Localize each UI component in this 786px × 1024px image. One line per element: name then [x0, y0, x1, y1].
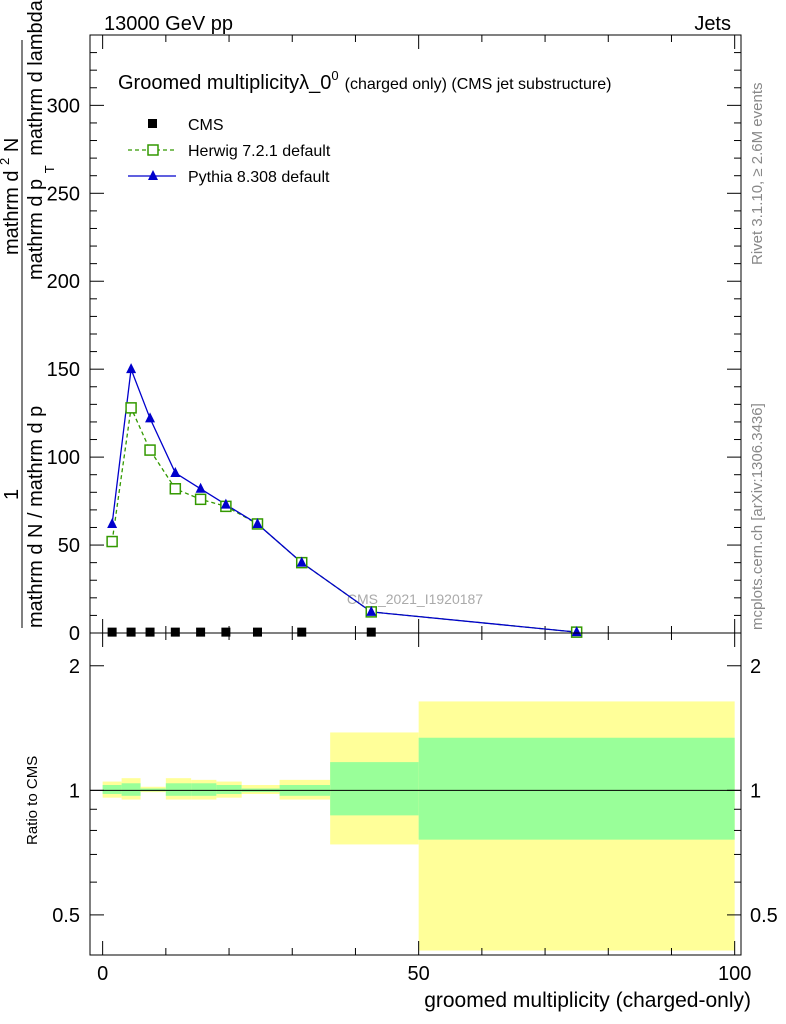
legend-cms-marker — [148, 119, 157, 128]
ylabel-sub: T — [42, 165, 57, 173]
main-y-tick-label: 0 — [69, 623, 80, 645]
ylabel-denominator: mathrm d N / mathrm d p — [25, 406, 47, 628]
herwig-data-point — [194, 493, 207, 506]
mcplots-label: mcplots.cern.ch [arXiv:1306.3436] — [749, 403, 766, 630]
herwig-data-point — [169, 483, 182, 495]
chart-title: Groomed multiplicityλ_00 (charged only) (… — [118, 68, 611, 94]
cms-data-point — [366, 627, 376, 637]
pythia-data-point — [366, 605, 377, 616]
herwig-data-point — [125, 402, 137, 414]
ratio-inner-band — [165, 783, 192, 796]
ratio-bands-group — [102, 701, 735, 951]
legend: CMS Herwig 7.2.1 default Pythia 8.308 de… — [128, 117, 331, 186]
ylabel-tail: mathrm d lambda — [25, 0, 47, 156]
x-axis-label: groomed multiplicity (charged-only) — [424, 989, 751, 1012]
pythia-data-point — [220, 498, 231, 509]
cms-data-point — [107, 627, 117, 637]
pythia-data-point — [296, 556, 307, 567]
ylabel-prefix: 1 — [1, 489, 23, 500]
pythia-data-point — [195, 482, 206, 493]
header-energy-label: 13000 GeV pp — [104, 13, 233, 35]
cms-data-point — [126, 627, 136, 637]
x-tick-label: 0 — [97, 963, 108, 985]
ratio-inner-band — [418, 737, 735, 840]
legend-pythia-label: Pythia 8.308 default — [188, 169, 330, 186]
main-y-axis-label: 1 mathrm d N / mathrm d p mathrm d p T m… — [0, 0, 59, 628]
watermark-label: CMS_2021_I1920187 — [347, 591, 483, 607]
legend-herwig-marker — [128, 144, 176, 156]
ratio-frame — [89, 632, 742, 956]
cms-data-point — [170, 627, 180, 637]
pythia-data-point — [107, 517, 118, 528]
ylabel-numerator: mathrm d 2 N — [0, 138, 23, 255]
header-category-label: Jets — [694, 13, 731, 35]
ratio-y-tick-label-right: 2 — [750, 656, 761, 678]
chart-title-sup: 0 — [331, 68, 338, 83]
ylabel-denominator-2: mathrm d p T mathrm d lambda — [25, 0, 59, 280]
pythia-data-point — [571, 626, 582, 637]
ylabel-num: mathrm d — [1, 171, 23, 255]
pythia-data-point — [170, 466, 181, 477]
x-tick-label: 100 — [718, 963, 751, 985]
ratio-y-tick-label: 2 — [69, 656, 80, 678]
legend-pythia-marker — [128, 170, 176, 180]
x-tick-label: 50 — [408, 963, 430, 985]
main-y-tick-label: 200 — [47, 271, 80, 293]
main-y-tick-label: 300 — [47, 95, 80, 117]
ratio-inner-band — [102, 785, 122, 794]
chart-title-tail: (charged only) (CMS jet substructure) — [345, 76, 612, 93]
ratio-y-axis-label: Ratio to CMS — [24, 756, 41, 845]
main-y-tick-label: 150 — [47, 359, 80, 381]
main-panel: 0 50 100 150 200 250 300 CMS_2021_I1920187 Gro… — [0, 0, 742, 645]
pythia-data-point — [145, 412, 156, 423]
herwig-data-point — [106, 535, 118, 548]
cms-data-point — [252, 627, 262, 637]
rivet-version-label: Rivet 3.1.10, ≥ 2.6M events — [749, 83, 766, 266]
chart-title-main: Groomed multiplicityλ_0 — [118, 72, 331, 94]
legend-cms-label: CMS — [188, 117, 224, 134]
pythia-data-point — [252, 517, 263, 528]
ratio-y-tick-label-right: 1 — [750, 780, 761, 802]
cms-data-point — [297, 627, 307, 637]
ratio-panel: 0.5 0.5 1 1 2 2 0 50 100 Ratio to CMS groomed m… — [24, 632, 778, 1012]
cms-data-point — [221, 627, 231, 637]
cms-data-point — [196, 627, 206, 637]
ratio-axis-ticks — [90, 633, 741, 956]
herwig-data-point — [144, 444, 156, 456]
ratio-inner-band — [330, 762, 419, 816]
series-line-1 — [111, 405, 577, 633]
legend-herwig-label: Herwig 7.2.1 default — [188, 143, 331, 160]
ratio-y-tick-label: 1 — [69, 780, 80, 802]
ratio-x-tick-labels: 0 50 100 — [97, 963, 751, 985]
ylabel-num-tail: N — [1, 138, 23, 152]
ratio-y-tick-labels: 0.5 0.5 1 1 2 2 — [52, 656, 778, 927]
main-y-tick-label: 100 — [47, 447, 80, 469]
ratio-y-tick-label: 0.5 — [52, 905, 80, 927]
cms-data-point — [145, 627, 155, 637]
main-y-tick-labels: 0 50 100 150 200 250 300 — [47, 95, 80, 645]
main-y-tick-label: 250 — [47, 183, 80, 205]
main-series-group — [106, 363, 583, 638]
series-line-2 — [111, 368, 577, 633]
ratio-y-tick-label-right: 0.5 — [750, 905, 778, 927]
ylabel-mid2: mathrm d p — [25, 179, 47, 280]
pythia-data-point — [126, 363, 137, 374]
ratio-inner-band — [216, 785, 242, 794]
ratio-inner-band — [121, 783, 141, 796]
ratio-inner-band — [191, 783, 217, 796]
ylabel-mid: mathrm d N / mathrm d p — [25, 406, 47, 628]
ylabel-num-sup: 2 — [0, 158, 12, 165]
main-y-tick-label: 50 — [58, 535, 80, 557]
